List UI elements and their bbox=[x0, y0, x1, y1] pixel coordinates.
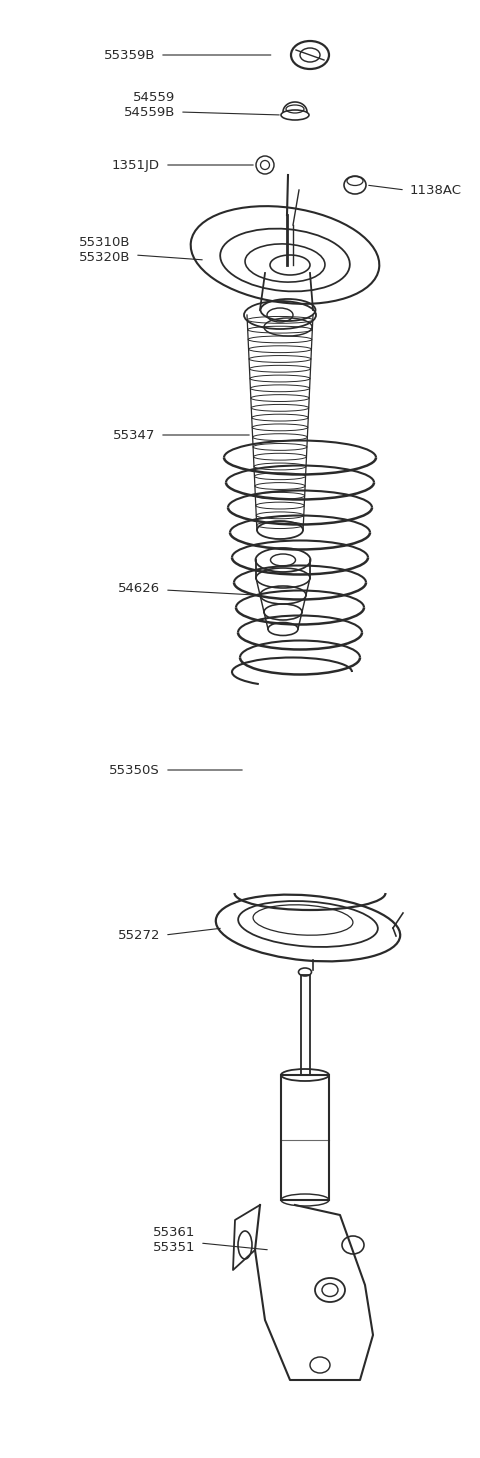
Text: 55350S: 55350S bbox=[109, 764, 160, 777]
Text: 55361
55351: 55361 55351 bbox=[153, 1226, 195, 1254]
Bar bbox=[281, 1075, 329, 1200]
Bar bbox=[301, 975, 310, 1075]
Text: 54559
54559B: 54559 54559B bbox=[124, 90, 175, 120]
Text: 1138AC: 1138AC bbox=[410, 184, 462, 197]
Text: 54626: 54626 bbox=[118, 582, 160, 595]
Text: 55272: 55272 bbox=[118, 929, 160, 942]
Text: 55310B
55320B: 55310B 55320B bbox=[79, 236, 130, 264]
Text: 55359B: 55359B bbox=[104, 48, 155, 61]
Text: 55347: 55347 bbox=[113, 429, 155, 442]
Text: 1351JD: 1351JD bbox=[112, 159, 160, 172]
